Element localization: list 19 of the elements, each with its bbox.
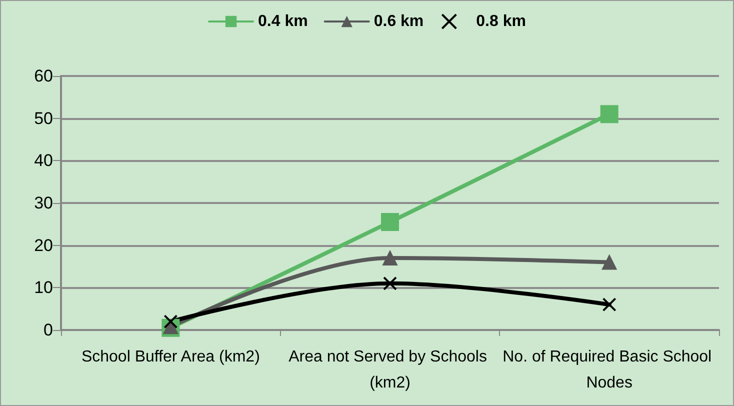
y-tick-label: 0 [44, 320, 53, 340]
y-tick-label: 10 [34, 278, 53, 298]
y-tick-label: 30 [34, 194, 53, 212]
legend-label: 0.8 km [476, 13, 526, 30]
legend-label: 0.6 km [374, 13, 424, 30]
point [602, 254, 617, 270]
y-tick-label: 40 [34, 151, 53, 170]
point [600, 105, 618, 124]
x-tick-label: No. of Required Basic School Nodes [502, 348, 716, 392]
y-tick-label: 60 [34, 66, 53, 86]
point [382, 250, 398, 266]
point [381, 213, 399, 232]
x-tick-label: School Buffer Area (km2) [81, 348, 260, 366]
y-tick-label: 20 [34, 236, 53, 255]
y-tick-label: 50 [34, 108, 53, 128]
x-tick-label: Area not Served by Schools (km2) [288, 348, 492, 392]
point [383, 276, 397, 290]
point [602, 298, 616, 312]
legend-label: 0.4 km [258, 13, 308, 30]
